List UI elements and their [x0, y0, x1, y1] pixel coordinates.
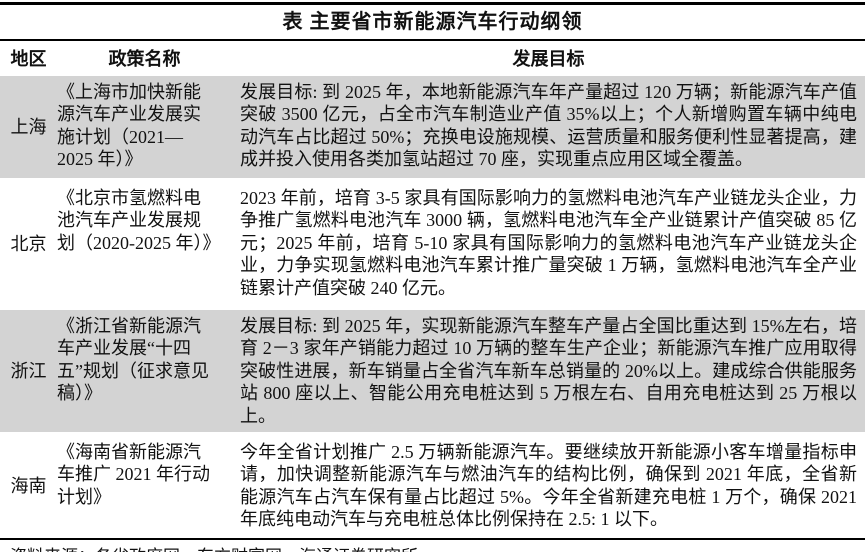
table-title: 表 主要省市新能源汽车行动纲领	[282, 11, 583, 33]
table-row: 北京 《北京市氢燃料电池汽车产业发展规划（2020-2025 年）》 2023 …	[0, 182, 865, 306]
region-cell: 上海	[10, 116, 47, 137]
goal-cell: 2023 年前，培育 3-5 家具有国际影响力的氢燃料电池汽车产业链龙头企业，力…	[240, 188, 857, 298]
policy-cell: 《上海市加快新能源汽车产业发展实施计划（2021—2025 年）》	[57, 82, 201, 170]
bottom-divider	[0, 537, 865, 540]
policy-cell: 《浙江省新能源汽车产业发展“十四五”规划（征求意见稿）》	[57, 316, 209, 404]
column-header-policy: 政策名称	[108, 49, 181, 69]
table-row: 海南 《海南省新能源汽车推广 2021 年行动计划》 今年全省计划推广 2.5 …	[0, 436, 865, 536]
table-row: 浙江 《浙江省新能源汽车产业发展“十四五”规划（征求意见稿）》 发展目标: 到 …	[0, 310, 865, 433]
column-header-goal: 发展目标	[512, 49, 585, 69]
goal-cell: 发展目标: 到 2025 年，本地新能源汽车年产量超过 120 万辆；新能源汽车…	[240, 82, 857, 170]
table-body: 上海 《上海市加快新能源汽车产业发展实施计划（2021—2025 年）》 发展目…	[0, 76, 865, 536]
policy-cell: 《海南省新能源汽车推广 2021 年行动计划》	[57, 442, 210, 507]
region-cell: 浙江	[10, 360, 47, 381]
table-row: 上海 《上海市加快新能源汽车产业发展实施计划（2021—2025 年）》 发展目…	[0, 76, 865, 178]
region-cell: 海南	[10, 475, 47, 496]
policy-cell: 《北京市氢燃料电池汽车产业发展规划（2020-2025 年）》	[57, 188, 221, 253]
column-header-region: 地区	[10, 49, 47, 69]
source-note: 资料来源：各省政府网，东方财富网，海通证券研究所	[0, 546, 865, 552]
title-divider	[0, 39, 865, 41]
region-cell: 北京	[10, 233, 47, 254]
goal-cell: 发展目标: 到 2025 年，实现新能源汽车整车产量占全国比重达到 15%左右，…	[240, 316, 857, 426]
top-divider	[0, 2, 865, 5]
goal-cell: 今年全省计划推广 2.5 万辆新能源汽车。要继续放开新能源小客车增量指标申请，加…	[240, 442, 857, 530]
table-header-row: 地区 政策名称 发展目标	[0, 41, 865, 75]
